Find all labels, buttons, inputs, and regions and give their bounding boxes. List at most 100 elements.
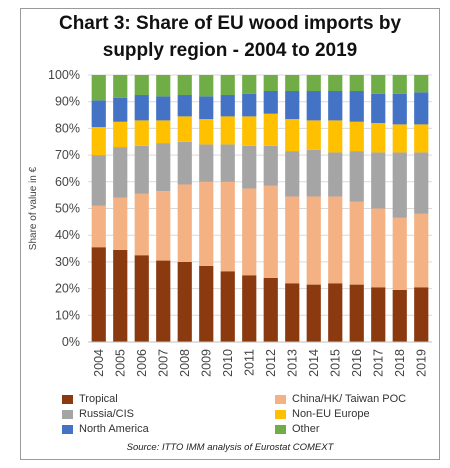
bar-segment-china-hk-taiwan-poc <box>220 181 235 272</box>
bar-segment-other <box>392 75 407 94</box>
bar-segment-russia-cis <box>414 152 429 214</box>
bar-segment-tropical <box>242 275 257 342</box>
bar-segment-other <box>371 75 386 94</box>
source-note: Source: ITTO IMM analysis of Eurostat CO… <box>126 442 334 453</box>
bar-segment-tropical <box>349 284 364 342</box>
bar-segment-tropical <box>414 287 429 342</box>
bar-segment-china-hk-taiwan-poc <box>156 191 171 261</box>
y-tick-label: 50% <box>55 202 80 216</box>
bar-segment-china-hk-taiwan-poc <box>328 196 343 284</box>
bar-segment-non-eu-europe <box>285 119 300 152</box>
bar-segment-north-america <box>134 95 149 121</box>
bar-segment-russia-cis <box>285 151 300 197</box>
bar-segment-tropical <box>156 260 171 342</box>
bar-segment-north-america <box>242 93 257 117</box>
y-tick-label: 10% <box>55 308 80 322</box>
bar-segment-north-america <box>328 91 343 121</box>
bar-segment-tropical <box>199 265 214 342</box>
bar-segment-russia-cis <box>306 149 321 197</box>
x-tick-label: 2004 <box>92 349 106 377</box>
bar-segment-russia-cis <box>177 141 192 185</box>
bar-segment-russia-cis <box>328 152 343 197</box>
bar-segment-north-america <box>113 97 128 122</box>
bar-segment-other <box>91 75 106 101</box>
y-tick-label: 90% <box>55 95 80 109</box>
y-tick-label: 100% <box>48 68 80 82</box>
bar-segment-tropical <box>134 255 149 342</box>
bar-segment-russia-cis <box>199 144 214 182</box>
bar-segment-other <box>113 75 128 98</box>
bar-segment-tropical <box>371 287 386 342</box>
bar-segment-china-hk-taiwan-poc <box>134 193 149 256</box>
bar-segment-north-america <box>306 91 321 121</box>
x-tick-label: 2007 <box>156 349 170 377</box>
bar-segment-north-america <box>263 91 278 114</box>
bar-segment-other <box>199 75 214 97</box>
y-tick-label: 0% <box>62 335 80 349</box>
bar-segment-russia-cis <box>242 145 257 189</box>
bar-segment-other <box>328 75 343 92</box>
bar-segment-non-eu-europe <box>306 120 321 150</box>
bar-segment-tropical <box>113 249 128 342</box>
x-tick-label: 2018 <box>393 349 407 377</box>
bar-segment-non-eu-europe <box>371 123 386 153</box>
x-tick-label: 2010 <box>221 349 235 377</box>
bar-segment-tropical <box>328 283 343 342</box>
bar-segment-non-eu-europe <box>177 116 192 142</box>
bar-segment-china-hk-taiwan-poc <box>263 185 278 278</box>
bar-segment-china-hk-taiwan-poc <box>91 205 106 248</box>
bar-segment-china-hk-taiwan-poc <box>306 196 321 285</box>
bar-segment-russia-cis <box>91 155 106 206</box>
bar-segment-non-eu-europe <box>414 124 429 153</box>
y-tick-label: 80% <box>55 121 80 135</box>
bar-segment-china-hk-taiwan-poc <box>199 181 214 266</box>
bar-segment-russia-cis <box>371 152 386 209</box>
bar-segment-tropical <box>220 271 235 342</box>
bar-segment-china-hk-taiwan-poc <box>242 188 257 276</box>
bar-segment-non-eu-europe <box>91 127 106 156</box>
bar-segment-china-hk-taiwan-poc <box>177 184 192 262</box>
bar-segment-other <box>220 75 235 96</box>
bar-segment-other <box>263 75 278 92</box>
bar-segment-china-hk-taiwan-poc <box>285 196 300 284</box>
bar-segment-russia-cis <box>134 145 149 194</box>
bar-segment-china-hk-taiwan-poc <box>371 208 386 288</box>
bar-segment-non-eu-europe <box>328 120 343 153</box>
bar-segment-north-america <box>156 96 171 121</box>
y-tick-label: 60% <box>55 175 80 189</box>
x-tick-label: 2015 <box>328 349 342 377</box>
bar-segment-tropical <box>263 277 278 342</box>
bar-segment-non-eu-europe <box>263 113 278 146</box>
bar-segment-china-hk-taiwan-poc <box>113 197 128 250</box>
bar-segment-north-america <box>285 91 300 120</box>
bar-segment-tropical <box>177 261 192 342</box>
bar-segment-other <box>285 75 300 92</box>
bar-segment-tropical <box>306 284 321 342</box>
bar-segment-north-america <box>349 91 364 122</box>
bar-segment-north-america <box>199 96 214 120</box>
x-tick-label: 2017 <box>371 349 385 377</box>
bar-segment-other <box>349 75 364 92</box>
bar-segment-tropical <box>91 247 106 342</box>
x-tick-label: 2013 <box>285 349 299 377</box>
bar-segment-china-hk-taiwan-poc <box>349 201 364 285</box>
bar-segment-north-america <box>177 95 192 117</box>
bar-segment-north-america <box>220 95 235 117</box>
y-tick-label: 40% <box>55 228 80 242</box>
bar-segment-other <box>156 75 171 97</box>
bar-segment-non-eu-europe <box>156 120 171 144</box>
x-tick-label: 2009 <box>199 349 213 377</box>
bar-segment-other <box>134 75 149 96</box>
bar-segment-russia-cis <box>220 144 235 182</box>
chart-title-line-2: supply region - 2004 to 2019 <box>102 40 358 61</box>
x-tick-label: 2014 <box>307 349 321 377</box>
y-tick-label: 20% <box>55 282 80 296</box>
x-tick-label: 2005 <box>113 349 127 377</box>
bar-segment-russia-cis <box>113 147 128 198</box>
x-tick-label: 2008 <box>178 349 192 377</box>
bar-segment-other <box>306 75 321 92</box>
chart-title: Chart 3: Share of EU wood imports by sup… <box>20 10 440 64</box>
x-tick-label: 2011 <box>242 349 256 376</box>
x-tick-label: 2019 <box>414 349 428 377</box>
